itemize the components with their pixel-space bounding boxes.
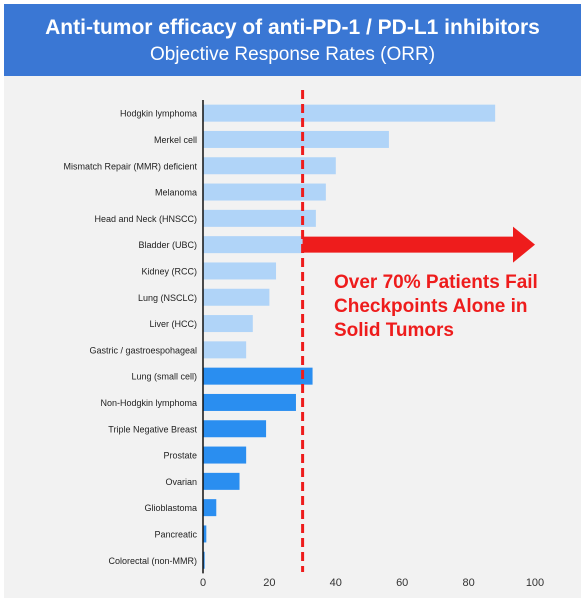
bar [203,262,277,280]
category-label: Mismatch Repair (MMR) deficient [63,161,197,171]
category-label: Hodgkin lymphoma [120,109,197,119]
callout-line-1: Over 70% Patients Fail [334,272,538,293]
chart-subtitle: Objective Response Rates (ORR) [149,44,436,65]
bar [203,288,270,306]
category-label: Ovarian [165,477,197,487]
category-label: Triple Negative Breast [108,424,197,434]
bar [203,157,336,175]
category-label: Non-Hodgkin lymphoma [100,398,197,408]
category-label: Head and Neck (HNSCC) [94,214,197,224]
bar [203,341,247,359]
bar [203,315,253,333]
callout-line-2: Checkpoints Alone in [334,296,528,317]
category-label: Lung (small cell) [131,372,197,382]
category-label: Pancreatic [154,529,197,539]
x-tick-label: 20 [263,577,275,589]
bar [203,104,496,122]
chart-title: Anti-tumor efficacy of anti-PD-1 / PD-L1… [45,16,540,39]
callout-line-3: Solid Tumors [334,320,454,341]
category-label: Glioblastoma [144,503,197,513]
bar [203,446,247,464]
bar [203,525,207,543]
category-label: Gastric / gastroespohageal [89,345,197,355]
bar [203,393,296,411]
x-tick-label: 40 [330,577,342,589]
bar [203,499,217,517]
bar [203,551,205,569]
category-label: Colorectal (non-MMR) [108,556,197,566]
bar [203,367,313,385]
bar [203,130,389,148]
x-tick-label: 0 [200,577,206,589]
category-label: Bladder (UBC) [138,240,197,250]
category-label: Kidney (RCC) [141,266,197,276]
x-tick-label: 60 [396,577,408,589]
arrow-shape [302,226,535,263]
category-label: Liver (HCC) [149,319,197,329]
bar [203,209,316,227]
category-label: Prostate [163,451,197,461]
bar [203,420,267,438]
category-label: Merkel cell [154,135,197,145]
bar [203,472,240,490]
x-tick-label: 100 [526,577,544,589]
callout-text: Over 70% Patients Fail Checkpoints Alone… [334,271,574,343]
x-tick-label: 80 [462,577,474,589]
category-label: Lung (NSCLC) [138,293,197,303]
bar [203,236,303,254]
header-banner: Anti-tumor efficacy of anti-PD-1 / PD-L1… [4,4,581,76]
category-label: Melanoma [155,188,197,198]
bar [203,183,326,201]
